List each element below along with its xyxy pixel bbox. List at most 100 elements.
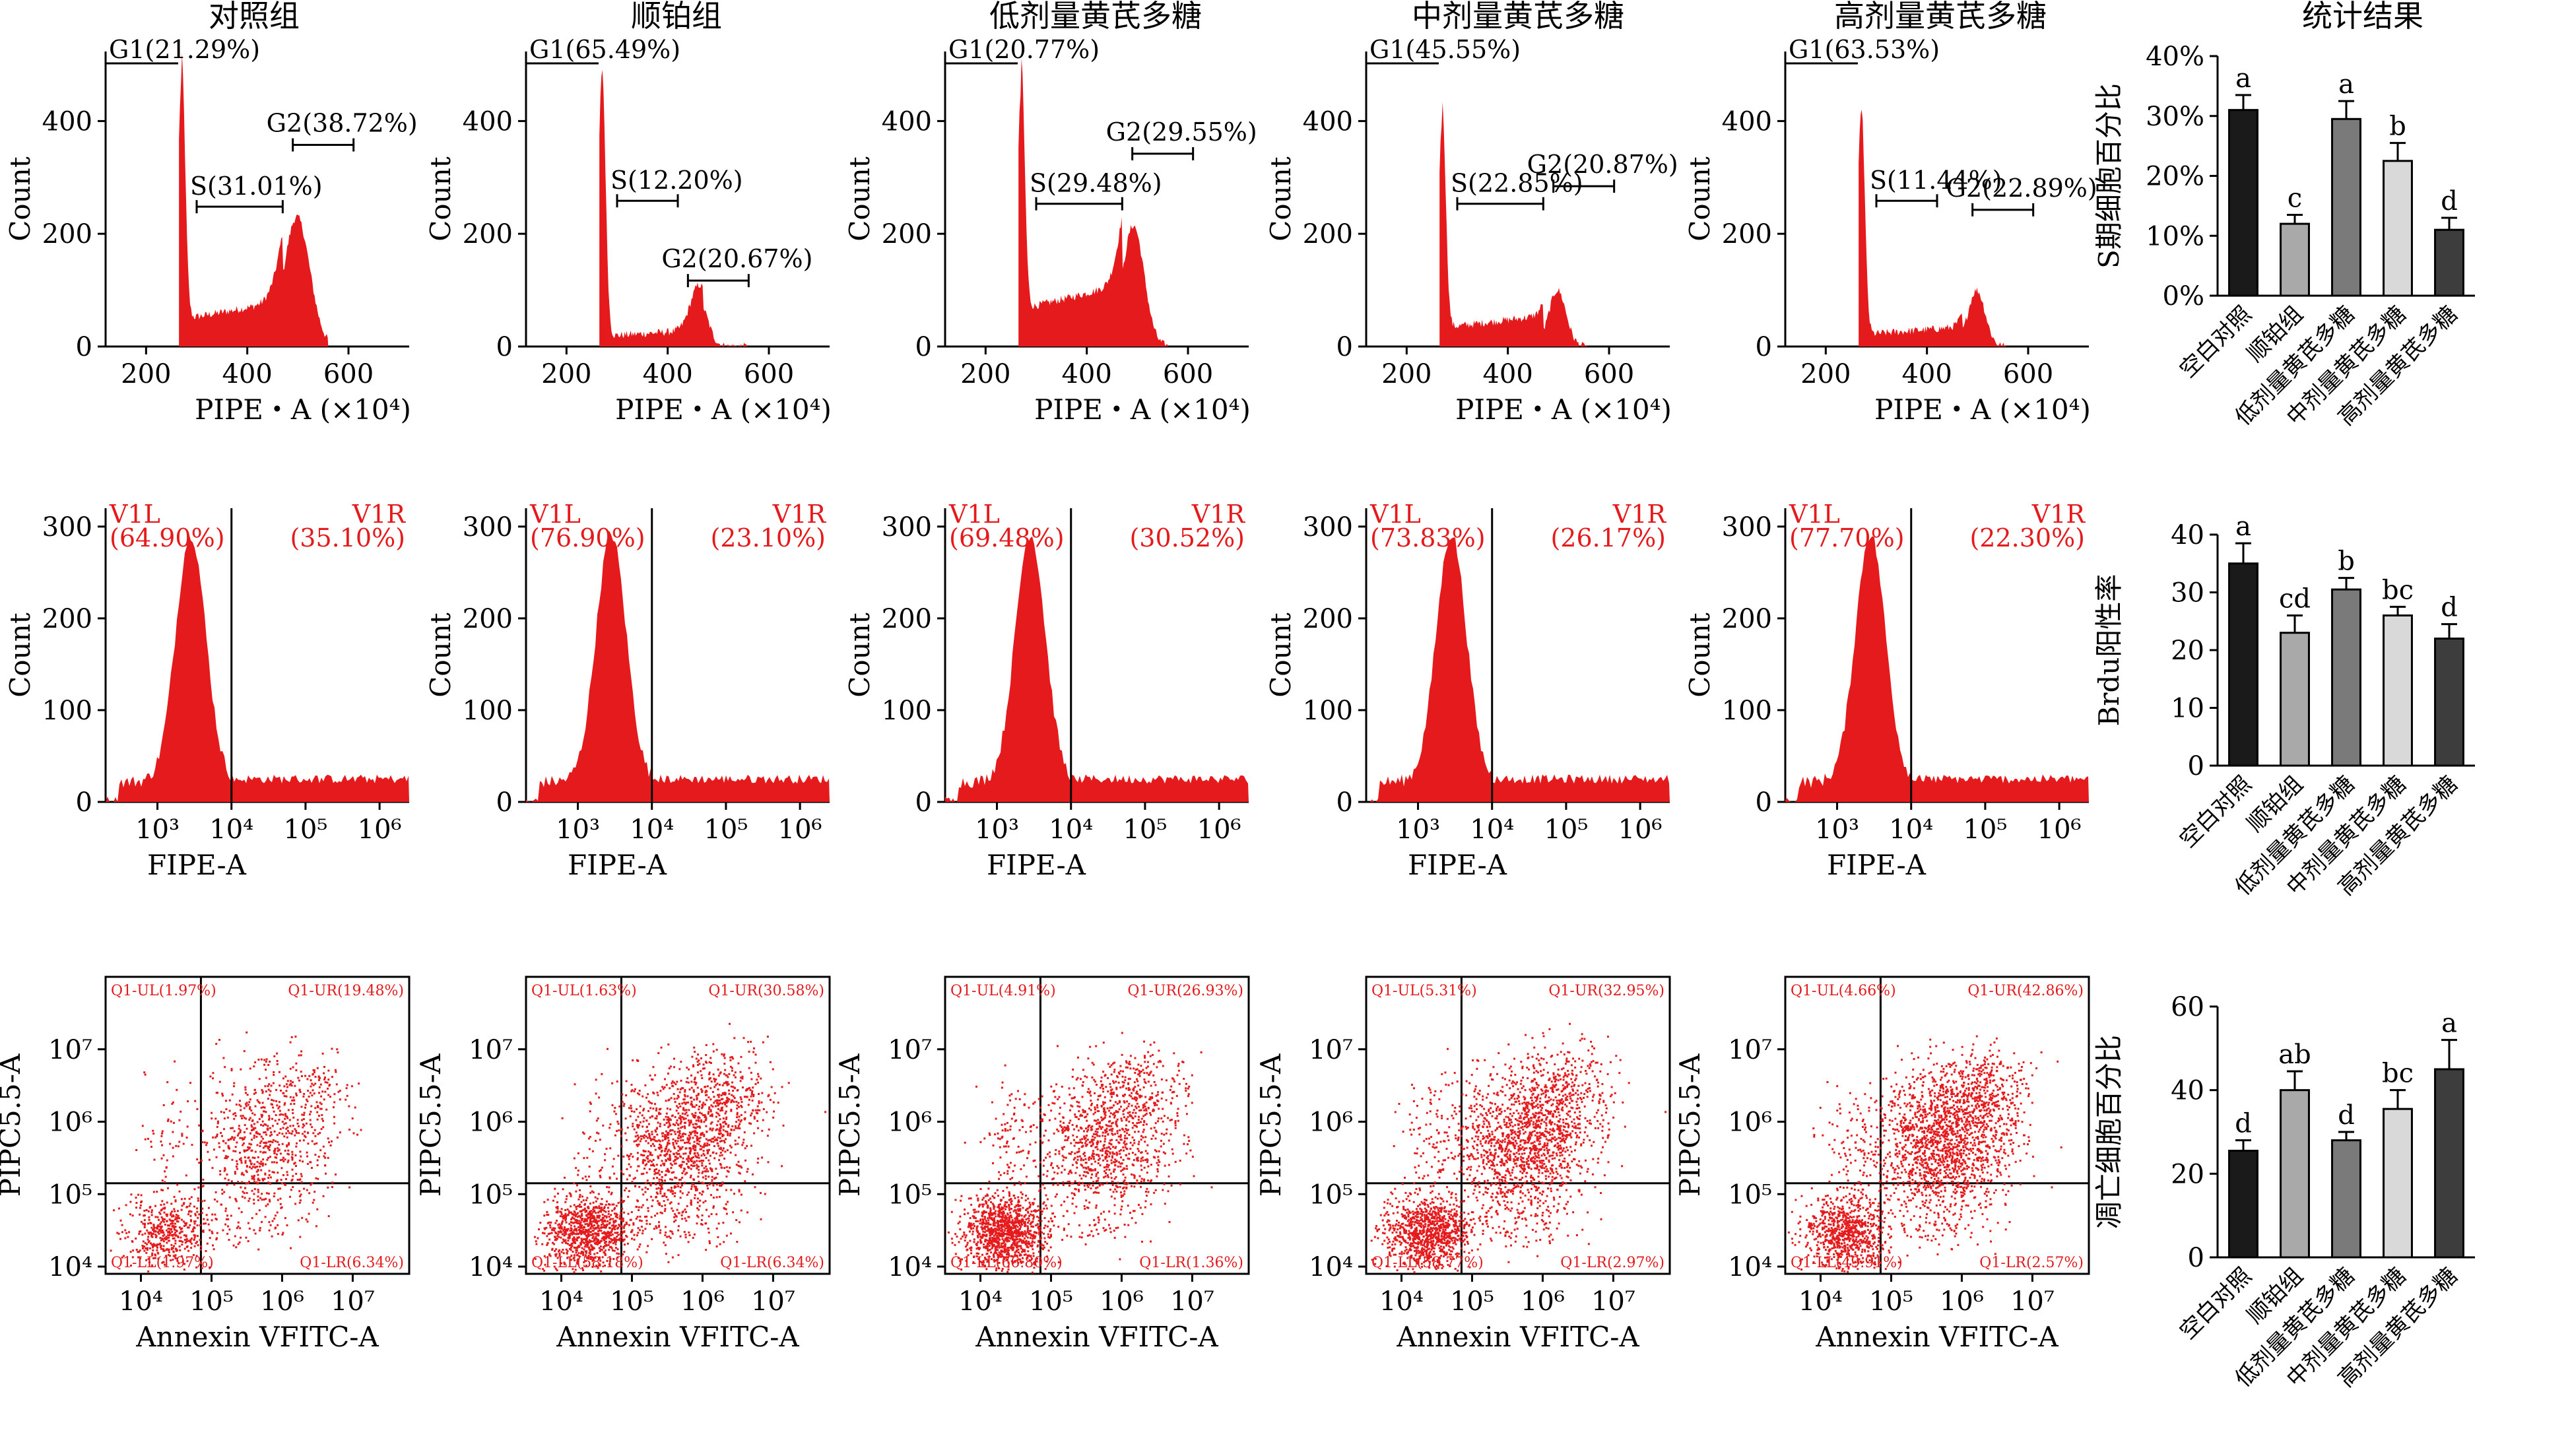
event-dot [240, 1068, 242, 1071]
event-dot [746, 1096, 748, 1098]
event-dot [561, 1241, 564, 1244]
event-dot [1002, 1214, 1005, 1216]
event-dot [259, 1227, 261, 1229]
event-dot [601, 1226, 603, 1229]
event-dot [176, 1218, 178, 1220]
event-dot [626, 1178, 628, 1181]
event-dot [719, 1099, 721, 1102]
event-dot [589, 1214, 592, 1216]
event-dot [772, 1101, 775, 1104]
event-dot [677, 1112, 680, 1115]
event-dot [660, 1179, 663, 1181]
event-dot [996, 1259, 999, 1261]
event-dot [595, 1218, 597, 1221]
event-dot [988, 1255, 991, 1258]
event-dot [211, 1232, 214, 1235]
event-dot [702, 1182, 705, 1185]
event-dot [1016, 1214, 1019, 1216]
event-dot [608, 1216, 610, 1218]
r2-ytick-label: 100 [1303, 696, 1353, 726]
event-dot [166, 1201, 168, 1204]
event-dot [557, 1250, 560, 1253]
event-dot [265, 1197, 267, 1200]
event-dot [722, 1093, 725, 1096]
event-dot [216, 1200, 218, 1203]
event-dot [223, 1117, 226, 1120]
event-dot [280, 1089, 282, 1092]
event-dot [546, 1214, 548, 1216]
event-dot [593, 1238, 596, 1240]
event-dot [255, 1135, 258, 1138]
event-dot [651, 1142, 654, 1145]
event-dot [576, 1259, 579, 1261]
event-dot [688, 1109, 690, 1111]
event-dot [605, 1234, 608, 1237]
event-dot [636, 1234, 638, 1237]
event-dot [301, 1119, 304, 1121]
event-dot [300, 1155, 302, 1158]
event-dot [636, 1134, 639, 1137]
event-dot [211, 1213, 214, 1216]
event-dot [293, 1162, 296, 1165]
event-dot [119, 1238, 121, 1240]
event-dot [739, 1071, 742, 1073]
event-dot [202, 1230, 205, 1233]
event-dot [245, 1182, 247, 1185]
event-dot [993, 1208, 995, 1210]
event-dot [975, 1220, 977, 1222]
event-dot [636, 1157, 639, 1160]
event-dot [1025, 1218, 1028, 1221]
event-dot [223, 1128, 225, 1131]
event-dot [653, 1173, 656, 1175]
event-dot [611, 1209, 614, 1212]
event-dot [667, 1126, 670, 1129]
event-dot [693, 1098, 696, 1101]
event-dot [663, 1135, 666, 1138]
event-dot [982, 1197, 985, 1199]
event-dot [680, 1164, 682, 1167]
event-dot [1005, 1222, 1008, 1225]
event-dot [185, 1137, 188, 1139]
event-dot [295, 1069, 298, 1072]
event-dot [570, 1211, 573, 1214]
event-dot [716, 1128, 719, 1131]
event-dot [662, 1088, 665, 1090]
event-dot [164, 1223, 166, 1226]
event-dot [631, 1181, 634, 1183]
event-dot [706, 1152, 709, 1155]
event-dot [692, 1165, 694, 1168]
event-dot [995, 1269, 997, 1272]
event-dot [129, 1201, 132, 1203]
event-dot [979, 1261, 982, 1263]
event-dot [1036, 1257, 1039, 1260]
event-dot [742, 1139, 745, 1141]
event-dot [973, 1216, 975, 1219]
event-dot [733, 1129, 735, 1131]
event-dot [224, 1167, 226, 1170]
event-dot [725, 1080, 727, 1083]
event-dot [598, 1227, 601, 1230]
event-dot [311, 1182, 313, 1184]
event-dot [572, 1238, 575, 1240]
event-dot [620, 1229, 622, 1232]
event-dot [328, 1141, 330, 1144]
event-dot [715, 1176, 717, 1179]
event-dot [604, 1220, 607, 1223]
event-dot [281, 1182, 283, 1185]
event-dot [568, 1210, 570, 1212]
event-dot [723, 1121, 726, 1123]
event-dot [174, 1222, 176, 1225]
event-dot [708, 1175, 710, 1178]
event-dot [676, 1080, 678, 1083]
event-dot [590, 1234, 593, 1236]
event-dot [172, 1251, 175, 1253]
event-dot [308, 1192, 311, 1195]
event-dot [250, 1143, 253, 1146]
event-dot [705, 1156, 708, 1159]
event-dot [681, 1133, 684, 1136]
event-dot [1006, 1201, 1008, 1204]
event-dot [690, 1203, 692, 1206]
event-dot [616, 1256, 619, 1259]
event-dot [556, 1207, 559, 1210]
event-dot [212, 1244, 214, 1247]
